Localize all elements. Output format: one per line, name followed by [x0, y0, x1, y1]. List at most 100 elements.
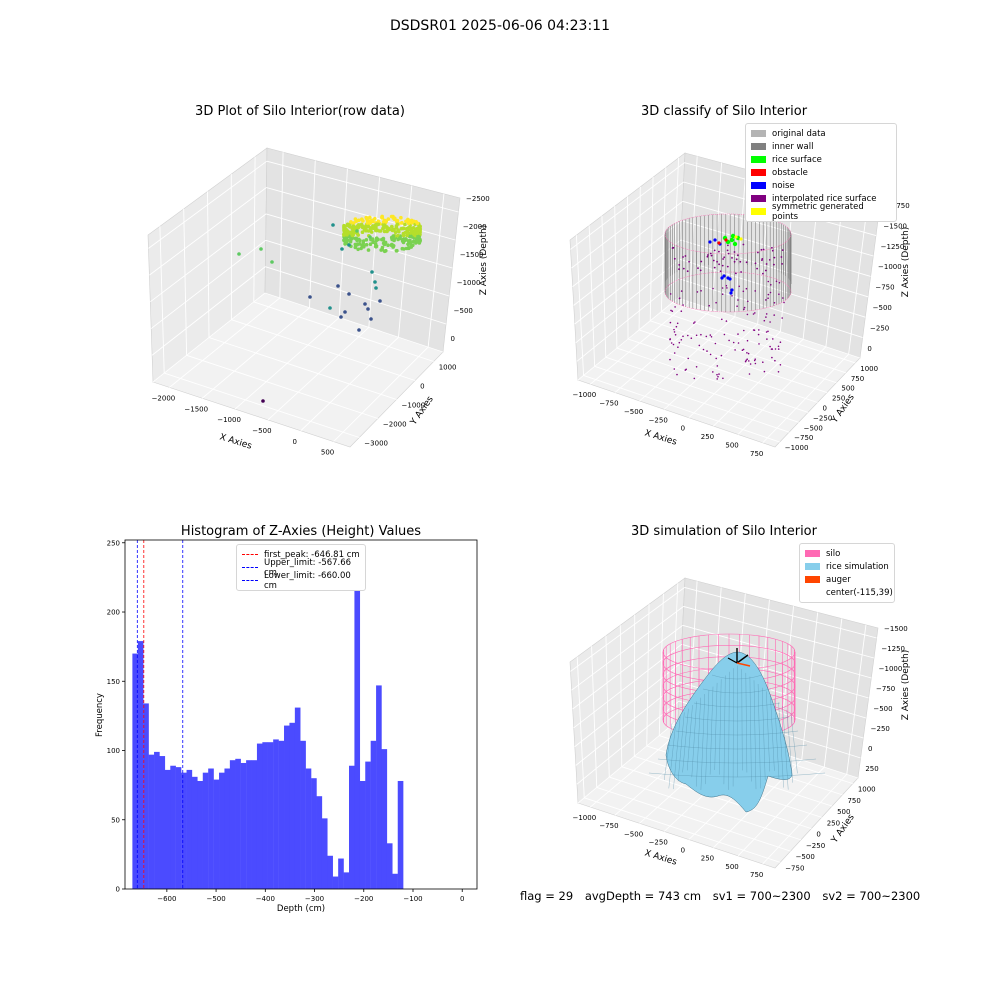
histogram-bar — [197, 780, 203, 889]
interpolated-point — [747, 352, 750, 355]
interpolated-point — [761, 259, 763, 261]
avg-depth-value: avgDepth = 743 cm — [584, 889, 702, 903]
histogram-bar — [300, 740, 306, 889]
interpolated-point — [762, 248, 765, 251]
data-point — [331, 223, 335, 227]
grid-line — [570, 587, 685, 672]
interpolated-point — [753, 359, 756, 362]
data-point — [408, 234, 412, 239]
x-tick-label: 750 — [750, 450, 763, 458]
grid-line — [265, 239, 450, 297]
interpolated-point — [722, 258, 724, 260]
grid-line — [368, 177, 381, 328]
interpolated-point — [735, 272, 737, 275]
data-point — [400, 221, 404, 225]
interpolated-point — [777, 345, 780, 348]
interpolated-point — [693, 377, 696, 380]
histogram-bar — [256, 743, 263, 889]
rice-mesh-line — [778, 702, 784, 788]
data-point — [396, 237, 400, 242]
interpolated-point — [746, 313, 749, 316]
interpolated-point — [779, 364, 782, 366]
histogram-bar — [267, 742, 274, 889]
rice-mesh-line — [677, 712, 685, 782]
flag-value: flag = 29 — [520, 889, 574, 903]
interpolated-point — [743, 306, 746, 309]
grid-line — [571, 606, 684, 691]
z-tick-label: 0 — [868, 745, 872, 753]
data-point — [411, 243, 415, 248]
data-point — [416, 234, 420, 239]
interpolated-point — [695, 366, 698, 368]
data-point — [345, 223, 350, 228]
data-point — [343, 227, 348, 232]
panel1-xlabel: X Axies — [218, 432, 253, 451]
interpolated-point — [677, 346, 679, 349]
legend-item: auger — [805, 573, 889, 586]
interpolated-point — [670, 342, 673, 344]
y-tick-label: 1000 — [860, 365, 878, 373]
noise-point — [713, 238, 717, 242]
data-point — [377, 229, 382, 233]
grid-line — [576, 278, 680, 362]
grid-line — [649, 177, 654, 321]
legend-label: interpolated rice surface — [772, 193, 877, 204]
interpolated-point — [774, 348, 777, 350]
grid-line — [614, 206, 618, 349]
interpolated-point — [744, 360, 747, 363]
interpolated-point — [772, 338, 774, 340]
interpolated-point — [773, 302, 776, 304]
interpolated-point — [782, 297, 784, 299]
x-tick-label: 750 — [750, 871, 763, 879]
interpolated-point — [717, 375, 719, 378]
data-point — [356, 233, 361, 237]
histogram-bar — [175, 767, 182, 889]
data-point — [393, 230, 398, 234]
y-tick-label: 500 — [841, 385, 854, 393]
legend-swatch — [242, 580, 258, 581]
data-point — [343, 242, 347, 246]
y-tick-label: −2000 — [383, 421, 407, 429]
legend-item: original data — [751, 127, 891, 140]
interpolated-point — [727, 244, 729, 247]
interpolated-point — [754, 362, 757, 365]
histogram-bar — [164, 769, 171, 889]
interpolated-point — [778, 281, 781, 284]
interpolated-point — [669, 338, 671, 341]
grid-line — [576, 656, 585, 798]
histogram-bar — [191, 776, 198, 889]
legend-label: symmetric generated points — [772, 201, 864, 222]
z-tick-label: −750 — [875, 284, 894, 292]
data-point — [386, 217, 391, 221]
figure-title: DSDSR01 2025-06-06 04:23:11 — [389, 18, 610, 34]
interpolated-point — [757, 333, 760, 336]
interpolated-point — [773, 263, 775, 266]
grid-line — [576, 700, 680, 785]
grid-line — [207, 191, 210, 338]
legend-swatch — [242, 554, 258, 555]
z-tick-label: 250 — [865, 765, 878, 773]
y-tick-label: −1000 — [402, 402, 426, 410]
legend-label: silo — [826, 548, 841, 559]
grid-line — [621, 766, 812, 830]
interpolated-point — [712, 371, 714, 373]
grid-line — [646, 604, 650, 746]
data-point — [403, 230, 408, 235]
y-tick-label: −250 — [813, 414, 832, 422]
histogram-bar — [219, 772, 225, 889]
grid-line — [151, 266, 266, 356]
data-point — [347, 243, 351, 247]
grid-line — [150, 239, 267, 329]
rice-mesh-line — [693, 702, 781, 708]
histogram-bar — [170, 765, 176, 889]
data-point — [350, 233, 355, 238]
symmetric-point — [734, 235, 738, 239]
grid-line — [681, 643, 869, 699]
histogram-bar — [305, 768, 312, 889]
interpolated-point — [686, 270, 689, 273]
data-point — [374, 286, 378, 290]
grid-line — [584, 797, 781, 863]
histogram-bar — [186, 769, 193, 889]
interpolated-point — [762, 272, 764, 275]
z-tick-label: −1500 — [460, 251, 484, 259]
